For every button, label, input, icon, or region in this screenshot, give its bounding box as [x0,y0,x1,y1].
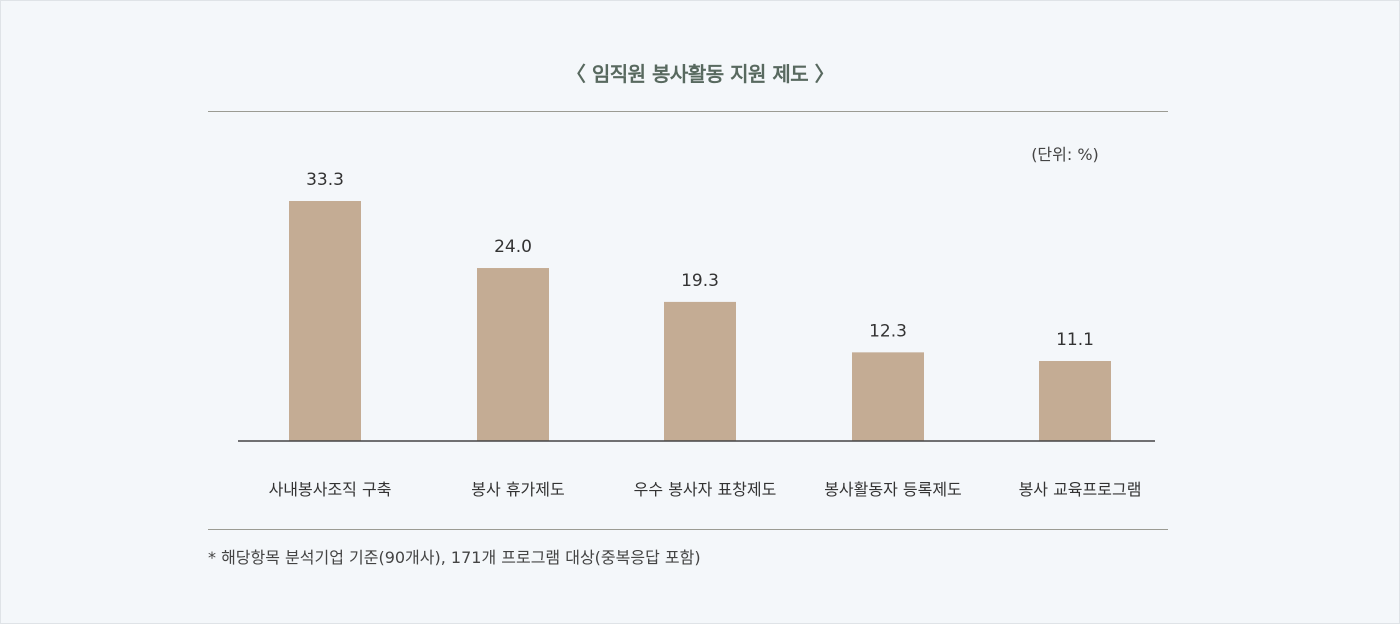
category-label-5: 봉사 교육프로그램 [1019,480,1142,499]
value-label-3: 19.3 [681,271,719,291]
footnote: * 해당항목 분석기업 기준(90개사), 171개 프로그램 대상(중복응답 … [208,548,701,567]
category-label-2: 봉사 휴가제도 [471,480,564,499]
top-divider [208,111,1168,112]
value-label-5: 11.1 [1056,330,1094,350]
bar-5 [1039,361,1111,441]
value-label-4: 12.3 [869,321,907,341]
bottom-divider [208,529,1168,530]
value-label-2: 24.0 [494,237,532,257]
bar-4 [852,352,924,441]
category-label-1: 사내봉사조직 구축 [269,480,392,499]
bars-group: 33.3 사내봉사조직 구축 24.0 봉사 휴가제도 19.3 우수 봉사자 표창제도 1… [269,170,1142,499]
unit-label: (단위: %) [1031,145,1099,164]
chart-title: 〈 임직원 봉사활동 지원 제도 〉 [565,62,835,86]
category-label-3: 우수 봉사자 표창제도 [634,480,777,499]
bar-1 [289,201,361,441]
bar-2 [477,268,549,441]
bar-3 [664,301,736,441]
category-label-4: 봉사활동자 등록제도 [824,480,962,499]
value-label-1: 33.3 [306,170,344,190]
